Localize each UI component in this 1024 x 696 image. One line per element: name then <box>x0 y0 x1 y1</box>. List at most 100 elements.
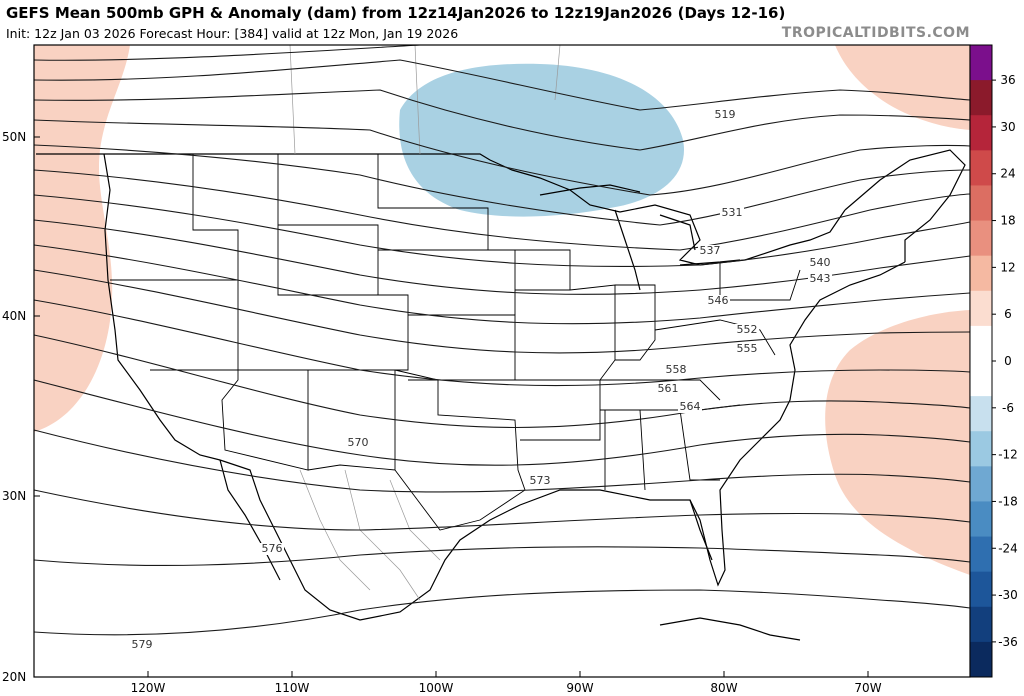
height-contour-line <box>33 44 421 61</box>
colorbar-label: -30 <box>998 588 1018 602</box>
coast-baja <box>219 459 281 581</box>
axis-ticks <box>34 136 869 678</box>
contour-label-background <box>698 245 722 257</box>
border-nevada-utah <box>110 279 239 371</box>
coastlines-layer <box>36 149 966 641</box>
colorbar-swatch <box>970 255 992 292</box>
colorbar-label: 12 <box>1000 260 1015 274</box>
border-kansas <box>408 314 516 381</box>
contour-label-background <box>130 639 154 651</box>
contour-label-background <box>528 475 552 487</box>
height-contour-line <box>33 59 971 111</box>
lat-label: 50N <box>2 130 26 144</box>
contour-label-background <box>808 257 832 269</box>
colorbar-label: 0 <box>1004 354 1012 368</box>
colorbar-swatch <box>970 150 992 186</box>
colorbar-swatch <box>970 396 992 432</box>
height-contour-line <box>33 489 971 531</box>
lat-label: 20N <box>2 670 26 684</box>
colorbar-swatch <box>970 115 992 151</box>
contour-label: 552 <box>737 323 758 336</box>
colorbar: 36 30 24 18 12 6 0 -6 -12 -18 -24 -30 -36 <box>969 44 1018 678</box>
colorbar-label: 30 <box>1000 120 1015 134</box>
contour-label: 546 <box>708 294 729 307</box>
contour-label: 555 <box>737 342 758 355</box>
colorbar-label: 6 <box>1004 307 1012 321</box>
height-contour-line <box>33 219 971 295</box>
great-lakes <box>539 184 741 291</box>
colorbar-label: -6 <box>1002 401 1014 415</box>
map-title: GEFS Mean 500mb GPH & Anomaly (dam) from… <box>6 4 786 22</box>
height-contour-line <box>33 379 971 466</box>
contour-label: 540 <box>810 256 831 269</box>
contour-label-background <box>735 324 759 336</box>
contour-label-background <box>720 207 744 219</box>
colorbar-swatch <box>970 220 992 257</box>
border-mexico-states <box>299 469 441 601</box>
anomaly-layer <box>34 45 970 575</box>
positive-anomaly-west <box>34 45 130 432</box>
contour-label: 558 <box>666 363 687 376</box>
colorbar-swatch <box>970 325 992 362</box>
border-us-canada <box>36 153 846 266</box>
colorbar-label: 36 <box>1000 73 1015 87</box>
contour-label-background <box>664 364 688 376</box>
border-pennsylvania-ny <box>719 262 801 301</box>
contour-label-background <box>656 383 680 395</box>
colorbar-swatch <box>970 536 992 573</box>
border-idaho <box>192 154 239 280</box>
coast-cuba <box>659 617 801 641</box>
contour-label: 570 <box>348 436 369 449</box>
lon-label: 70W <box>854 681 881 695</box>
contour-label-background <box>706 295 730 307</box>
colorbar-swatch <box>970 641 992 678</box>
colorbar-swatch <box>970 80 992 116</box>
colorbar-swatch <box>970 431 992 467</box>
colorbar-label: 18 <box>1000 214 1015 228</box>
contour-label: 543 <box>810 272 831 285</box>
height-contour-line <box>33 169 971 251</box>
colorbar-label: 24 <box>1000 167 1015 181</box>
contour-label: 537 <box>700 244 721 257</box>
border-indiana-ohio <box>615 284 656 361</box>
contour-label-background <box>678 401 702 413</box>
positive-anomaly-northeast <box>835 45 970 130</box>
colorbar-label: -18 <box>998 494 1018 508</box>
height-contour-line <box>33 334 971 429</box>
contour-label: 573 <box>530 474 551 487</box>
contour-label-background <box>808 273 832 285</box>
height-contour-line <box>33 299 971 387</box>
height-contour-line <box>33 546 971 566</box>
coast-west <box>103 153 221 461</box>
contour-label-background <box>735 343 759 355</box>
border-wyoming <box>277 154 379 296</box>
colorbar-swatch <box>970 361 992 397</box>
positive-anomaly-atlantic <box>825 310 970 575</box>
lon-label: 100W <box>419 681 454 695</box>
height-contour-line <box>33 269 971 354</box>
colorbar-swatch <box>970 45 992 81</box>
contour-label-background <box>260 543 284 555</box>
height-contour-line <box>33 429 971 493</box>
contour-label: 579 <box>132 638 153 651</box>
lon-label: 90W <box>566 681 593 695</box>
axis-labels-layer: 50N 40N 30N 20N 120W 110W 100W 90W 80W 70W <box>2 130 882 695</box>
height-contour-line <box>33 144 971 226</box>
colorbar-swatch <box>970 571 992 608</box>
lat-label: 40N <box>2 309 26 323</box>
contour-label: 519 <box>715 108 736 121</box>
colorbar-swatch <box>970 606 992 643</box>
lon-label: 80W <box>710 681 737 695</box>
colorbar-swatch <box>970 185 992 222</box>
contour-label: 561 <box>658 382 679 395</box>
contour-label: 564 <box>680 400 701 413</box>
border-iowa-region <box>488 249 571 315</box>
colorbar-swatch <box>970 466 992 502</box>
lat-label: 30N <box>2 489 26 503</box>
colorbar-swatch <box>970 501 992 538</box>
border-dakotas <box>377 154 489 251</box>
contour-label-background <box>346 437 370 449</box>
map-subtitle: Init: 12z Jan 03 2026 Forecast Hour: [38… <box>6 26 459 41</box>
height-contour-line <box>33 89 971 151</box>
